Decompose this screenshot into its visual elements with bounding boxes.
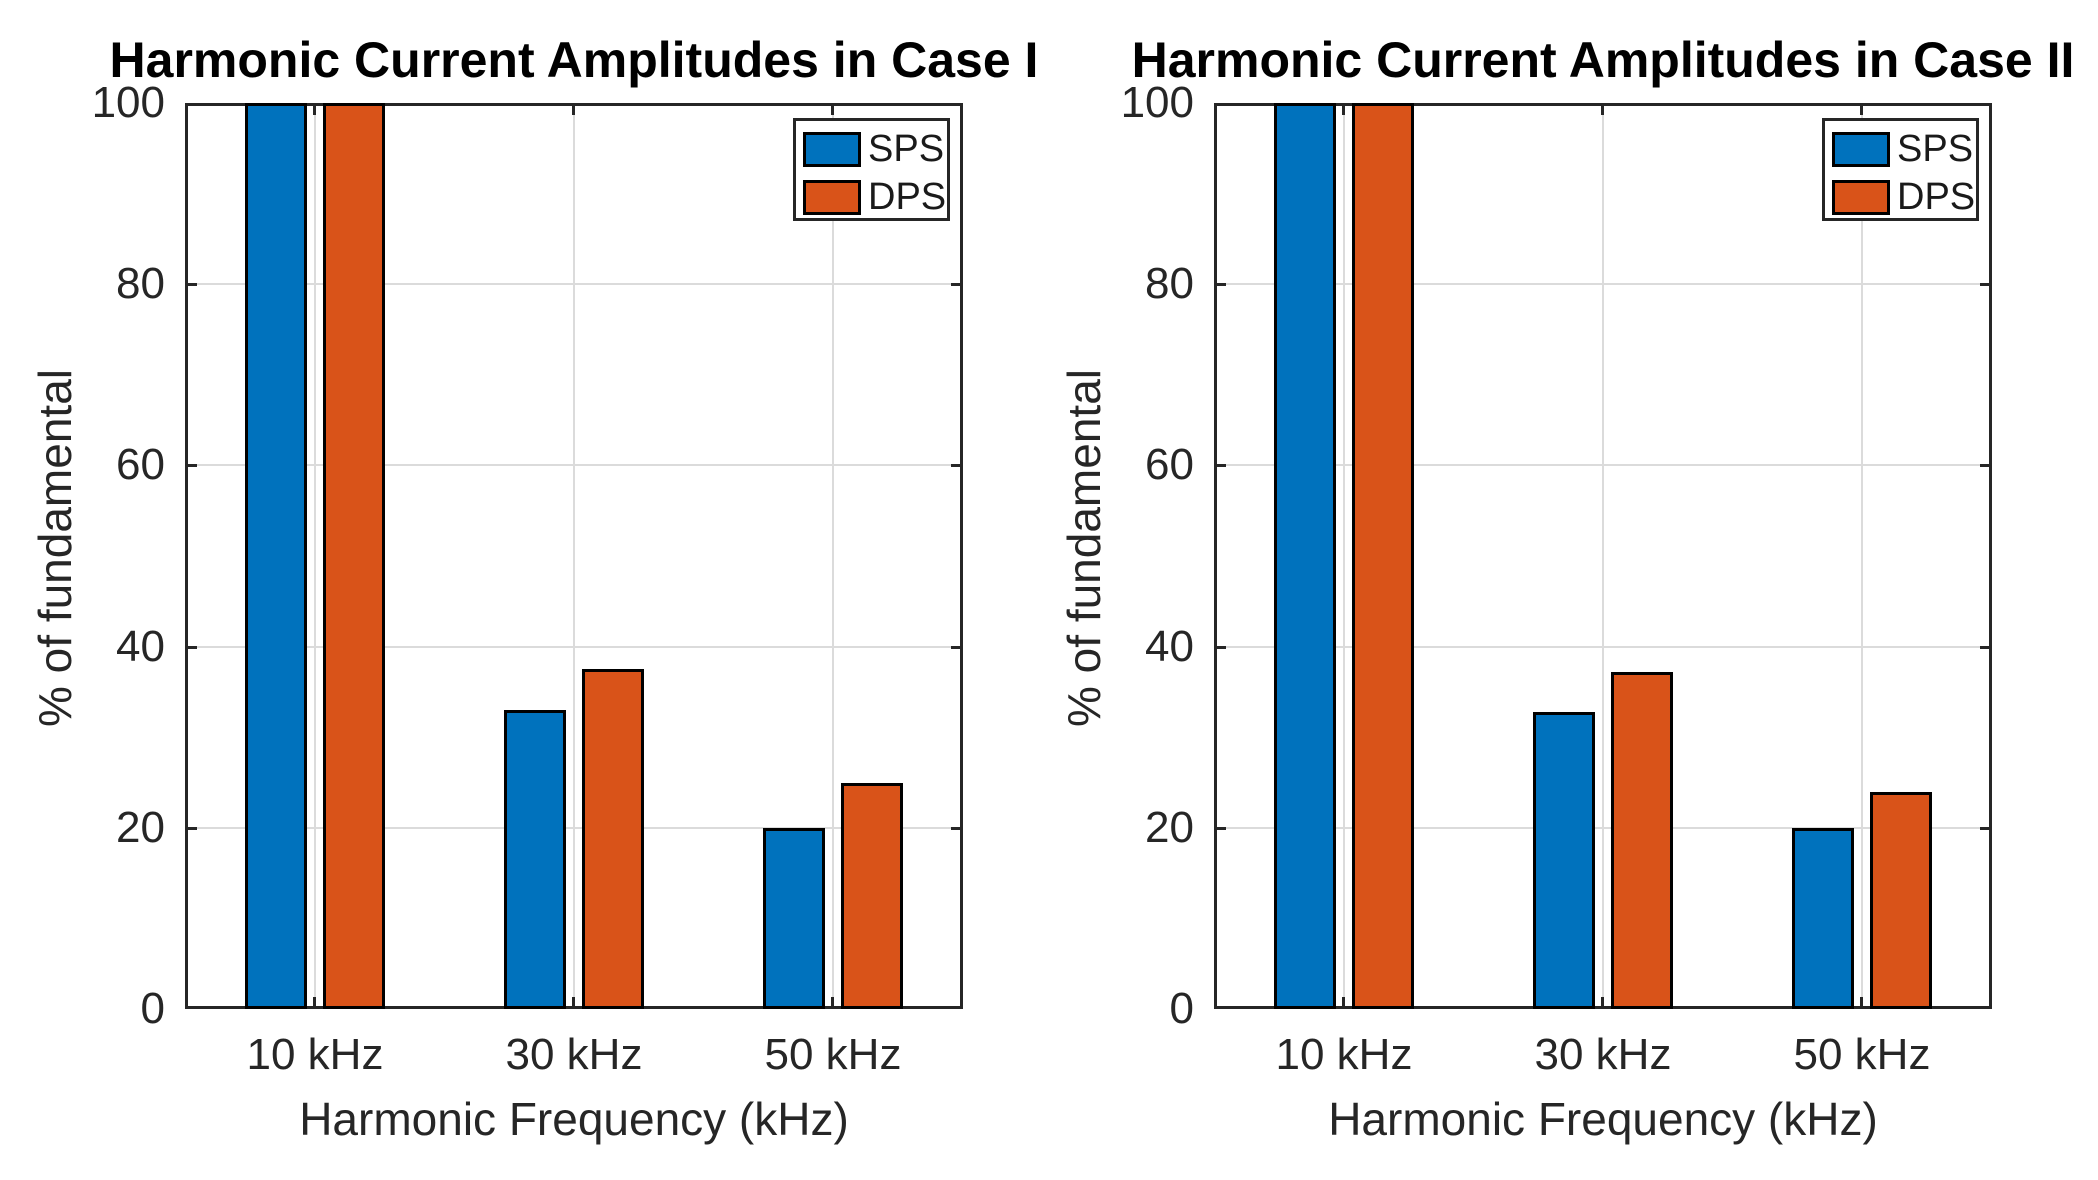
- legend-label-dps: DPS: [868, 176, 947, 218]
- x-gridline: [314, 106, 316, 1006]
- x-tick-bottom: [572, 997, 575, 1006]
- x-tick-bottom: [1342, 997, 1345, 1006]
- legend-label-sps: SPS: [1897, 128, 1974, 170]
- legend-swatch-dps: [1832, 180, 1890, 215]
- y-tick-left: [188, 464, 197, 467]
- bar-sps-10-khz: [1274, 103, 1336, 1009]
- y-tick-label: 20: [116, 803, 165, 852]
- legend-row: SPS: [1832, 128, 1976, 170]
- x-tick-top: [1342, 106, 1345, 115]
- x-tick-top: [1860, 106, 1863, 115]
- x-tick-label: 30 kHz: [1534, 1030, 1672, 1079]
- y-tick-right: [951, 464, 960, 467]
- bar-sps-30-khz: [504, 710, 566, 1009]
- bar-sps-50-khz: [763, 828, 825, 1009]
- bar-sps-30-khz: [1533, 712, 1595, 1009]
- bar-dps-10-khz: [1352, 103, 1414, 1009]
- x-gridline: [1602, 106, 1604, 1006]
- x-gridline: [832, 106, 834, 1006]
- x-tick-label: 10 kHz: [246, 1030, 384, 1079]
- legend-label-dps: DPS: [1897, 176, 1976, 218]
- axes-box: [185, 103, 963, 1009]
- x-tick-top: [1601, 106, 1604, 115]
- axes-box: [1214, 103, 1992, 1009]
- x-tick-label: 50 kHz: [1793, 1030, 1931, 1079]
- y-tick-left: [1217, 283, 1226, 286]
- y-tick-right: [1980, 283, 1989, 286]
- legend: SPS DPS: [1822, 118, 1979, 221]
- y-tick-right: [951, 827, 960, 830]
- y-tick-label: 60: [1145, 440, 1194, 489]
- x-tick-label: 10 kHz: [1275, 1030, 1413, 1079]
- y-tick-label: 40: [1145, 622, 1194, 671]
- legend-row: SPS: [803, 128, 947, 170]
- y-tick-label: 40: [116, 622, 165, 671]
- y-tick-right: [1980, 464, 1989, 467]
- legend-swatch-sps: [1832, 132, 1890, 167]
- y-tick-right: [951, 283, 960, 286]
- y-tick-left: [1217, 827, 1226, 830]
- x-tick-top: [313, 106, 316, 115]
- x-gridline: [573, 106, 575, 1006]
- y-tick-right: [1980, 646, 1989, 649]
- bar-dps-50-khz: [841, 783, 903, 1009]
- x-tick-top: [572, 106, 575, 115]
- y-tick-label: 80: [1145, 259, 1194, 308]
- x-tick-label: 50 kHz: [764, 1030, 902, 1079]
- legend-swatch-dps: [803, 180, 861, 215]
- y-tick-label: 0: [140, 984, 165, 1033]
- x-tick-label: 30 kHz: [505, 1030, 643, 1079]
- chart-title: Harmonic Current Amplitudes in Case I: [109, 32, 1039, 88]
- x-tick-bottom: [313, 997, 316, 1006]
- y-tick-label: 20: [1145, 803, 1194, 852]
- x-gridline: [1343, 106, 1345, 1006]
- x-gridline: [1861, 106, 1863, 1006]
- bar-dps-30-khz: [1611, 672, 1673, 1009]
- y-tick-right: [1980, 827, 1989, 830]
- bar-sps-10-khz: [245, 103, 307, 1009]
- y-tick-label: 100: [91, 78, 165, 127]
- bar-sps-50-khz: [1792, 828, 1854, 1009]
- y-tick-label: 0: [1169, 984, 1194, 1033]
- y-tick-label: 60: [116, 440, 165, 489]
- y-tick-label: 80: [116, 259, 165, 308]
- legend-label-sps: SPS: [868, 128, 945, 170]
- x-tick-bottom: [1601, 997, 1604, 1006]
- legend-row: DPS: [1832, 176, 1976, 218]
- x-tick-bottom: [831, 997, 834, 1006]
- legend: SPS DPS: [793, 118, 950, 221]
- legend-swatch-sps: [803, 132, 861, 167]
- x-tick-top: [831, 106, 834, 115]
- bar-dps-50-khz: [1870, 792, 1932, 1009]
- legend-row: DPS: [803, 176, 947, 218]
- y-tick-label: 100: [1120, 78, 1194, 127]
- y-tick-left: [188, 646, 197, 649]
- y-tick-right: [951, 646, 960, 649]
- x-axis-label: Harmonic Frequency (kHz): [299, 1093, 849, 1145]
- bar-dps-10-khz: [323, 103, 385, 1009]
- chart-title: Harmonic Current Amplitudes in Case II: [1131, 32, 2075, 88]
- x-tick-bottom: [1860, 997, 1863, 1006]
- y-tick-left: [188, 283, 197, 286]
- y-tick-left: [188, 827, 197, 830]
- y-tick-left: [1217, 646, 1226, 649]
- bar-dps-30-khz: [582, 669, 644, 1009]
- y-tick-left: [1217, 464, 1226, 467]
- y-axis-label: % of fundamental: [1058, 368, 1110, 728]
- x-axis-label: Harmonic Frequency (kHz): [1328, 1093, 1878, 1145]
